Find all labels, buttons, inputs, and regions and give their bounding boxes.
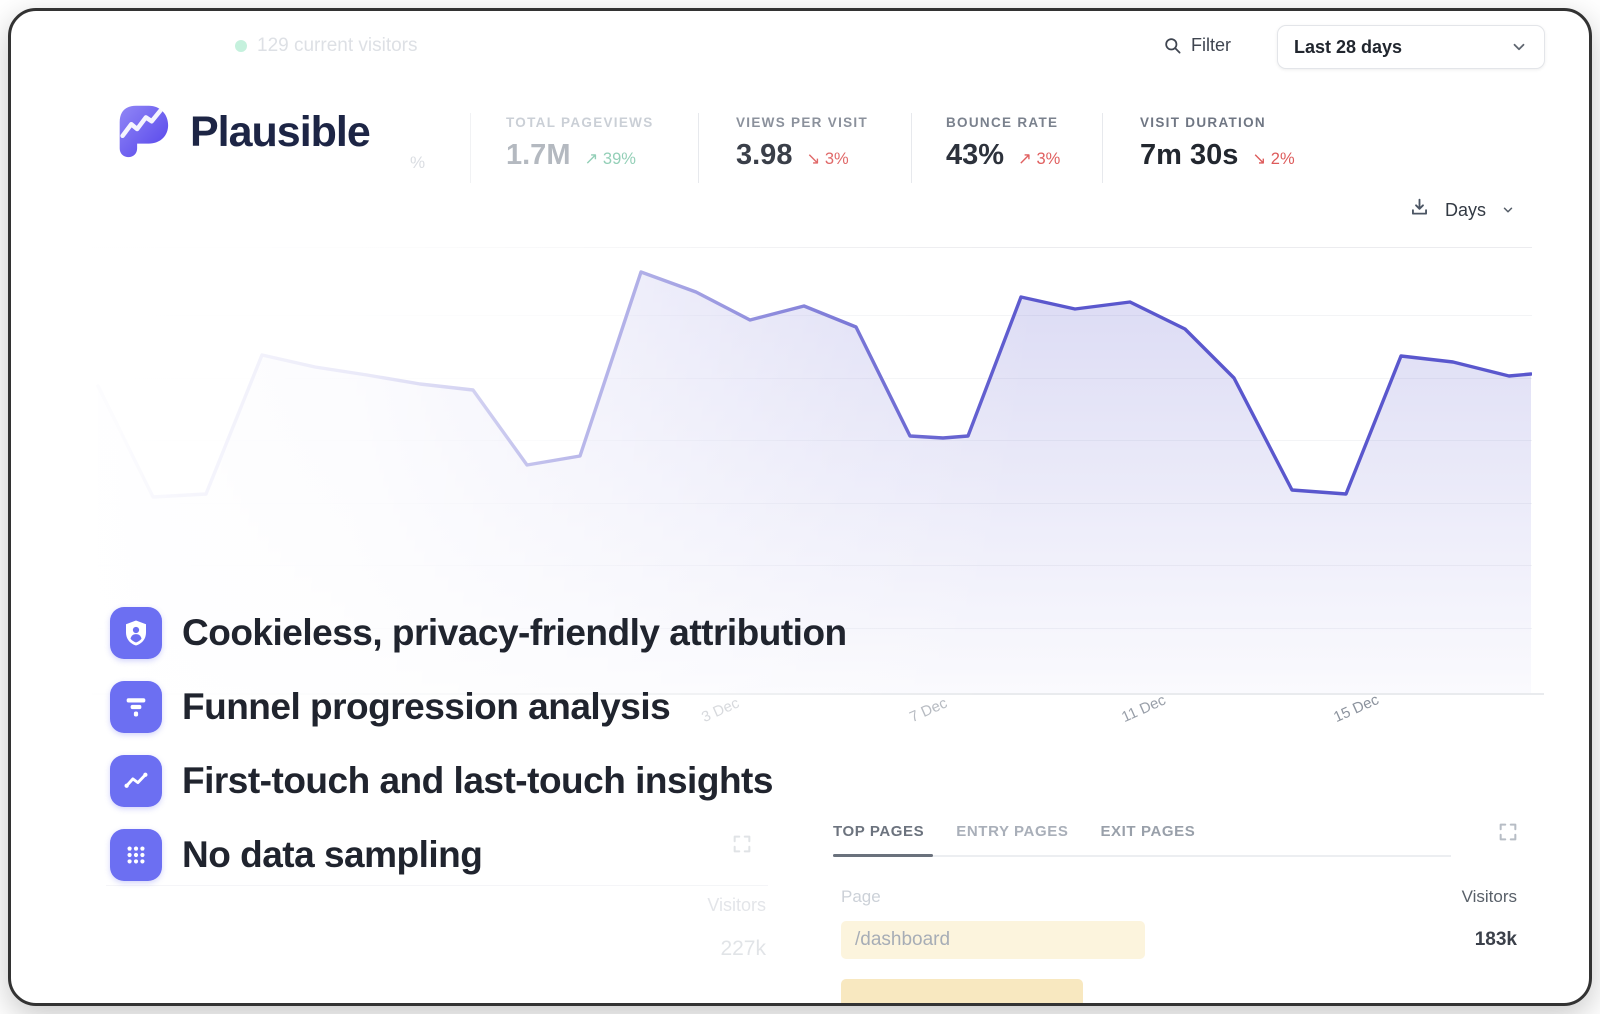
stat-value: 7m 30s: [1140, 139, 1239, 171]
feature-funnel-analysis: Funnel progression analysis: [110, 681, 671, 733]
search-icon: [1163, 36, 1182, 55]
stat-value: 1.7M: [506, 139, 571, 171]
stat-divider: [1102, 113, 1103, 183]
tabs-divider: [833, 855, 1451, 857]
feature-label: No data sampling: [182, 834, 483, 875]
column-header-visitors: Visitors: [1461, 887, 1517, 906]
stat-divider: [470, 113, 471, 183]
funnel-icon: [110, 681, 162, 733]
download-icon[interactable]: [1409, 197, 1430, 223]
chevron-down-icon: [1503, 207, 1513, 213]
stat-change: 3%: [1036, 150, 1061, 168]
date-range-select[interactable]: Last 28 days: [1277, 25, 1545, 69]
grid-dots-icon: [110, 829, 162, 881]
stat-bounce-rate[interactable]: BOUNCE RATE 43% ↗ 3%: [946, 115, 1060, 172]
stat-divider: [698, 113, 699, 183]
feature-label: Funnel progression analysis: [182, 686, 671, 727]
tab-exit-pages[interactable]: EXIT PAGES: [1100, 823, 1196, 840]
stat-label: BOUNCE RATE: [946, 115, 1059, 130]
current-visitors[interactable]: 129 current visitors: [235, 35, 418, 57]
trend-line-icon: [110, 755, 162, 807]
feature-cookieless-attribution: Cookieless, privacy-friendly attribution: [110, 607, 847, 659]
filter-button[interactable]: Filter: [1163, 35, 1231, 56]
stat-views-per-visit[interactable]: VIEWS PER VISIT 3.98 ↘ 3%: [736, 115, 868, 172]
visitors-area-chart: [82, 233, 1544, 708]
table-row-visitors: 183k: [1474, 929, 1517, 950]
arrow-up-icon: ↗: [1018, 150, 1032, 168]
brand-name: Plausible: [190, 108, 371, 156]
stat-change: 39%: [602, 150, 636, 168]
tab-top-pages[interactable]: TOP PAGES: [833, 823, 925, 840]
chevron-down-icon: [1513, 43, 1525, 51]
divider: [106, 885, 768, 886]
stat-change: 2%: [1270, 150, 1295, 168]
expand-icon[interactable]: [731, 833, 753, 860]
live-visitors-dot-icon: [235, 40, 247, 52]
table-row-bar: [841, 921, 1145, 959]
table-row-bar-partial: [841, 979, 1083, 1003]
x-axis-label: 7 Dec: [907, 694, 950, 726]
stat-label: VISIT DURATION: [1140, 115, 1266, 130]
stat-divider: [911, 113, 912, 183]
interval-picker[interactable]: Days: [1409, 197, 1515, 223]
faded-stat-suffix: %: [410, 153, 426, 172]
x-axis-label: 3 Dec: [699, 694, 742, 726]
table-row-page[interactable]: /dashboard: [855, 929, 951, 950]
plausible-logo: Plausible: [110, 99, 371, 166]
pages-card-tabs: TOP PAGES ENTRY PAGES EXIT PAGES: [833, 823, 1195, 840]
feature-touch-insights: First-touch and last-touch insights: [110, 755, 773, 807]
arrow-down-icon: ↘: [1252, 150, 1267, 168]
stat-change: 3%: [824, 150, 849, 168]
date-range-value: Last 28 days: [1294, 36, 1403, 57]
faded-visitors-header: Visitors: [707, 895, 766, 915]
active-tab-underline: [833, 854, 933, 857]
stat-visit-duration[interactable]: VISIT DURATION 7m 30s ↘ 2%: [1140, 115, 1295, 172]
stat-value: 3.98: [736, 139, 793, 171]
stat-total-pageviews[interactable]: TOTAL PAGEVIEWS 1.7M ↗ 39%: [506, 115, 654, 172]
filter-label: Filter: [1191, 35, 1231, 55]
stat-label: TOTAL PAGEVIEWS: [506, 115, 654, 130]
feature-no-sampling: No data sampling: [110, 829, 483, 881]
stat-value: 43%: [946, 139, 1005, 171]
arrow-up-icon: ↗: [584, 150, 599, 168]
plausible-logo-icon: [110, 99, 172, 166]
feature-label: First-touch and last-touch insights: [182, 760, 773, 801]
shield-user-icon: [110, 607, 162, 659]
expand-icon[interactable]: [1497, 821, 1519, 848]
plausible-dashboard-card: 129 current visitors Filter Last 28 days: [8, 8, 1592, 1006]
arrow-down-icon: ↘: [806, 150, 821, 168]
stat-label: VIEWS PER VISIT: [736, 115, 869, 130]
faded-visitors-value: 227k: [720, 937, 766, 960]
column-header-page: Page: [841, 887, 881, 906]
feature-label: Cookieless, privacy-friendly attribution: [182, 612, 847, 653]
white-fade-overlay: [82, 233, 1542, 708]
interval-label: Days: [1445, 199, 1487, 220]
tab-entry-pages[interactable]: ENTRY PAGES: [956, 823, 1069, 840]
current-visitors-label: 129 current visitors: [257, 35, 418, 56]
